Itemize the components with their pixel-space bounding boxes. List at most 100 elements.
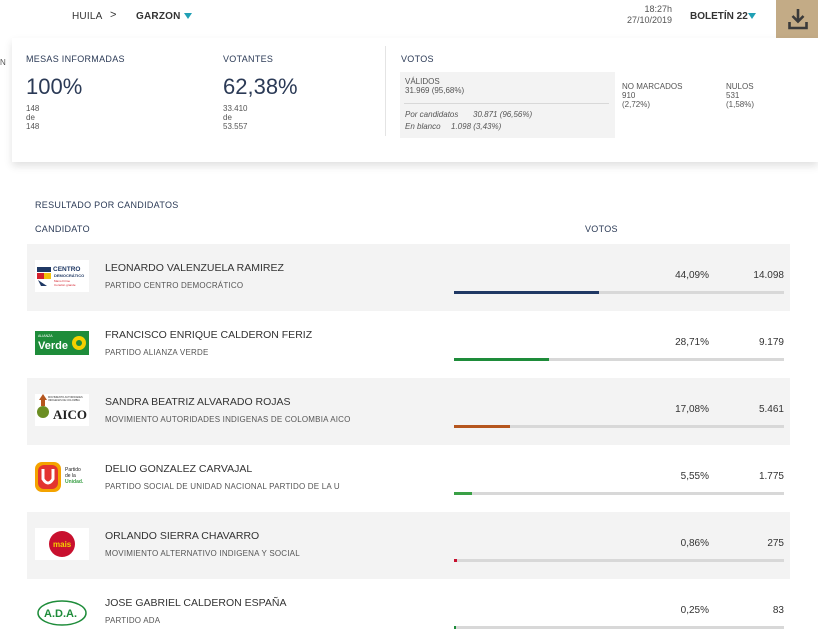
en-blanco-value: 1.098 (3,43%)	[451, 122, 502, 131]
aico-logo: MOVIMIENTO AUTORIDADES INDIGENAS DE COLO…	[35, 394, 89, 426]
votantes-of: de	[223, 113, 232, 122]
party-name: MOVIMIENTO ALTERNATIVO INDIGENA Y SOCIAL	[105, 549, 300, 558]
nulos-percent: (1,58%)	[726, 100, 755, 109]
candidate-name: SANDRA BEATRIZ ALVARADO ROJAS	[105, 396, 291, 408]
party-name: PARTIDO ADA	[105, 616, 161, 625]
en-blanco-label: En blanco	[405, 122, 441, 131]
mesas-detail: 148 de 148	[26, 104, 39, 131]
mesas-label: MESAS INFORMADAS	[26, 54, 125, 64]
nulos-label: NULOS	[726, 82, 754, 91]
mesas-count: 148	[26, 104, 40, 113]
divider	[404, 103, 609, 104]
por-candidatos-label: Por candidatos	[405, 110, 459, 119]
candidate-name: LEONARDO VALENZUELA RAMIREZ	[105, 262, 284, 274]
nulos-value: 531	[726, 91, 740, 100]
mesas-percent: 100%	[26, 74, 83, 99]
divider	[385, 46, 386, 136]
alianza-verde-logo: ALIANZA Verde	[35, 327, 89, 359]
candidate-row[interactable]: A.D.A. JOSE GABRIEL CALDERON ESPAÑA PART…	[27, 579, 790, 642]
partido-de-la-u-logo: Partido de la Unidad.	[35, 461, 89, 493]
vote-percent: 44,09%	[675, 270, 709, 281]
mais-logo: mais	[35, 528, 89, 560]
party-name: PARTIDO SOCIAL DE UNIDAD NACIONAL PARTID…	[105, 482, 340, 491]
candidate-name: ORLANDO SIERRA CHAVARRO	[105, 530, 260, 542]
votantes-count: 33.410	[223, 104, 248, 113]
column-header-candidate: CANDIDATO	[35, 224, 90, 234]
download-icon	[788, 9, 808, 30]
svg-text:INDIGENAS DE COLOMBIA: INDIGENAS DE COLOMBIA	[48, 399, 80, 402]
candidate-row[interactable]: Partido de la Unidad. DELIO GONZALEZ CAR…	[27, 445, 790, 512]
candidate-row[interactable]: ALIANZA Verde FRANCISCO ENRIQUE CALDERON…	[27, 311, 790, 378]
svg-text:Verde: Verde	[38, 340, 68, 352]
votantes-percent: 62,38%	[223, 74, 298, 99]
vote-count: 9.179	[758, 337, 784, 348]
chevron-down-icon[interactable]	[184, 13, 192, 19]
svg-text:Unidad.: Unidad.	[65, 479, 84, 485]
chevron-down-icon[interactable]	[748, 13, 756, 19]
vote-percent: 28,71%	[675, 337, 709, 348]
no-marcados-percent: (2,72%)	[622, 100, 651, 109]
por-candidatos-value: 30.871 (96,56%)	[473, 110, 533, 119]
svg-text:de la: de la	[65, 473, 76, 479]
svg-text:Mano Firme: Mano Firme	[54, 279, 70, 283]
vote-bar	[454, 291, 784, 294]
vote-count: 5.461	[758, 404, 784, 415]
vote-bar	[454, 425, 784, 428]
bulletin-selector[interactable]: BOLETÍN 22	[690, 11, 748, 22]
background-fragment: N	[0, 58, 6, 67]
summary-card: MESAS INFORMADAS 100% 148 de 148 VOTANTE…	[12, 38, 818, 162]
votos-label: VOTOS	[401, 54, 434, 64]
vote-bar-fill	[454, 358, 549, 361]
vote-percent: 17,08%	[675, 404, 709, 415]
svg-text:A.D.A.: A.D.A.	[44, 608, 77, 620]
vote-bar-fill	[454, 291, 599, 294]
svg-text:DEMOCRÁTICO: DEMOCRÁTICO	[54, 273, 84, 278]
candidate-row[interactable]: MOVIMIENTO AUTORIDADES INDIGENAS DE COLO…	[27, 378, 790, 445]
votantes-total: 53.557	[223, 122, 248, 131]
update-date: 27/10/2019	[626, 15, 672, 25]
mesas-of: de	[26, 113, 35, 122]
municipality-selector[interactable]: GARZON	[136, 11, 181, 22]
party-name: PARTIDO ALIANZA VERDE	[105, 348, 209, 357]
vote-count: 275	[767, 538, 784, 549]
svg-text:Partido: Partido	[65, 467, 81, 473]
no-marcados-value: 910	[622, 91, 636, 100]
breadcrumb-department[interactable]: HUILA	[72, 11, 103, 22]
validos-label: VÁLIDOS	[405, 77, 440, 86]
vote-bar-fill	[454, 492, 472, 495]
svg-text:CENTRO: CENTRO	[53, 266, 80, 273]
ada-logo: A.D.A.	[35, 595, 89, 627]
section-title: RESULTADO POR CANDIDATOS	[35, 200, 179, 210]
top-bar: HUILA > GARZON 18:27h 27/10/2019 BOLETÍN…	[0, 0, 818, 38]
vote-count: 1.775	[758, 471, 784, 482]
vote-count: 83	[772, 605, 784, 616]
candidate-name: JOSE GABRIEL CALDERON ESPAÑA	[105, 597, 287, 609]
download-button[interactable]	[776, 0, 818, 38]
vote-bar	[454, 358, 784, 361]
vote-bar	[454, 492, 784, 495]
vote-percent: 0,86%	[680, 538, 709, 549]
party-name: MOVIMIENTO AUTORIDADES INDIGENAS DE COLO…	[105, 415, 351, 424]
vote-bar-fill	[454, 559, 457, 562]
no-marcados-label: NO MARCADOS	[622, 82, 683, 91]
column-header-votes: VOTOS	[585, 224, 618, 234]
candidate-row[interactable]: mais ORLANDO SIERRA CHAVARRO MOVIMIENTO …	[27, 512, 790, 579]
votantes-label: VOTANTES	[223, 54, 274, 64]
candidate-row[interactable]: CENTRO DEMOCRÁTICO Mano Firme Corazón gr…	[27, 244, 790, 311]
vote-count: 14.098	[753, 270, 784, 281]
mesas-total: 148	[26, 122, 40, 131]
svg-text:MOVIMIENTO AUTORIDADES: MOVIMIENTO AUTORIDADES	[48, 396, 83, 399]
svg-text:mais: mais	[53, 540, 72, 549]
svg-text:ALIANZA: ALIANZA	[38, 334, 53, 338]
nulos: NULOS 531 (1,58%)	[726, 82, 754, 109]
candidate-name: FRANCISCO ENRIQUE CALDERON FERIZ	[105, 329, 313, 341]
svg-text:Corazón grande: Corazón grande	[54, 283, 76, 287]
valid-votes-box: VÁLIDOS 31.969 (95,68%) Por candidatos 3…	[400, 72, 615, 138]
update-time: 18:27h	[644, 4, 672, 14]
breadcrumb-separator: >	[110, 9, 117, 21]
vote-bar	[454, 626, 784, 629]
vote-percent: 0,25%	[680, 605, 709, 616]
update-timestamp: 18:27h 27/10/2019	[612, 4, 672, 26]
vote-percent: 5,55%	[680, 471, 709, 482]
vote-bar-fill	[454, 425, 510, 428]
